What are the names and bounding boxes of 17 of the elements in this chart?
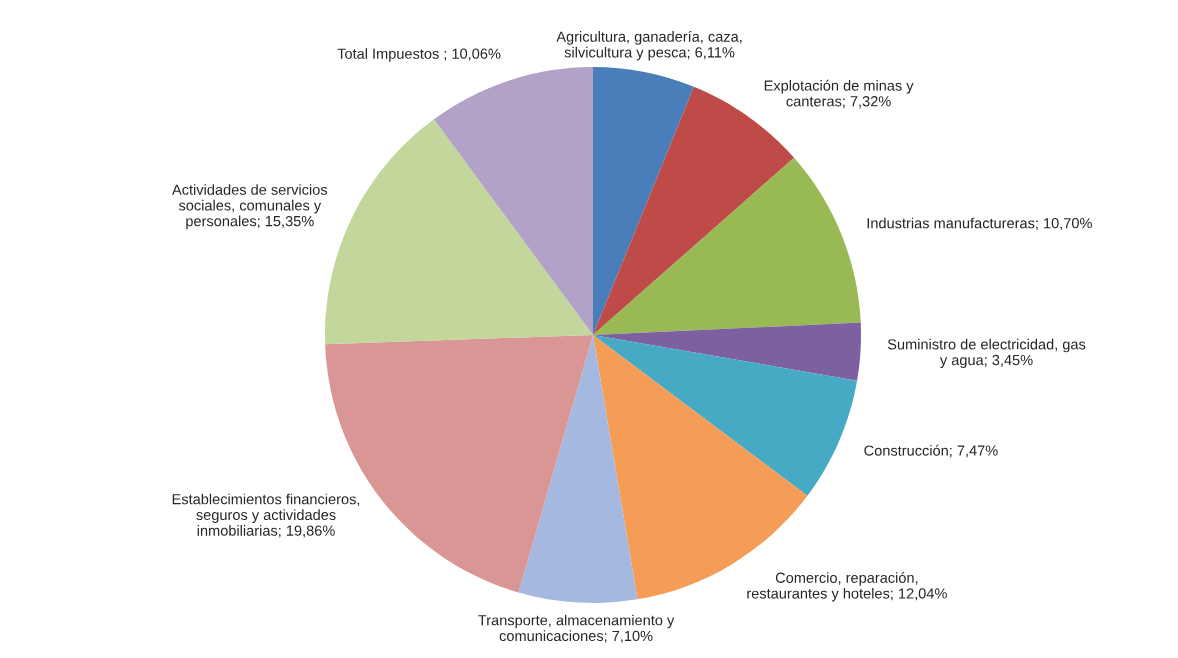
slice-label: Establecimientos financieros, seguros y actividades inmobiliarias; 19,86% [172, 493, 360, 538]
slice-label: Agricultura, ganadería, caza, silvicultura y pesca; 6,11% [556, 30, 742, 61]
slice-label: Transporte, almacenamiento y comunicaciones; 7,10% [478, 614, 675, 643]
slice-label: Actividades de servicios sociales, comunales y personales; 15,35% [172, 184, 328, 230]
slice-label: Total Impuestos ; 10,06% [337, 48, 501, 62]
slice-label: Construcción; 7,47% [864, 444, 998, 458]
slice-label: Suministro de electricidad, gas y agua; 3,45% [887, 338, 1086, 369]
pie-slice [593, 157, 861, 335]
pie-slice [433, 67, 593, 335]
pie-slice [593, 322, 861, 381]
pie-slice [518, 335, 638, 603]
pie-slice [325, 119, 593, 345]
slice-label: Explotación de minas y canteras; 7,32% [764, 79, 914, 109]
slice-label: Comercio, reparación, restaurantes y hoteles; 12,04% [747, 572, 947, 602]
slice-label: Industrias manufactureras; 10,70% [867, 217, 1092, 231]
pie-slice [593, 67, 694, 335]
pie-slice [593, 335, 858, 496]
